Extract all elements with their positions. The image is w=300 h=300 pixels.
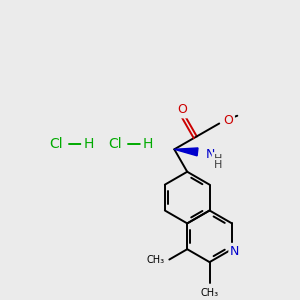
Text: CH₃: CH₃ xyxy=(200,288,219,298)
Text: H: H xyxy=(83,137,94,151)
Text: O: O xyxy=(223,114,233,127)
Text: H: H xyxy=(213,160,222,170)
Text: O: O xyxy=(177,103,187,116)
Text: H: H xyxy=(213,154,222,164)
Text: N: N xyxy=(230,245,240,258)
Text: N: N xyxy=(206,148,215,161)
Text: Cl: Cl xyxy=(49,137,62,151)
Polygon shape xyxy=(174,148,198,156)
Text: Cl: Cl xyxy=(108,137,122,151)
Text: CH₃: CH₃ xyxy=(146,254,164,265)
Text: H: H xyxy=(143,137,153,151)
